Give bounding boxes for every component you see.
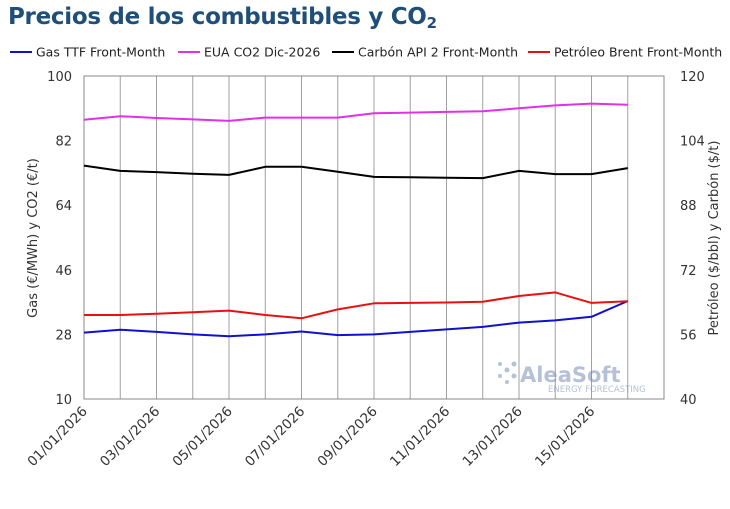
x-tick-label: 13/01/2026 xyxy=(459,404,525,470)
x-axis-ticks: 01/01/2026 03/01/2026 05/01/2026 07/01/2026… xyxy=(24,404,598,470)
series-line-3 xyxy=(84,291,628,320)
x-tick-label: 11/01/2026 xyxy=(387,404,453,470)
aleasoft-logo: AleaSoft ENERGY FORECASTING xyxy=(498,361,646,395)
series-line-2 xyxy=(83,164,628,180)
x-tick-label: 03/01/2026 xyxy=(97,404,163,470)
legend-entry: Petróleo Brent Front-Month xyxy=(554,45,722,60)
y-left-tick-label: 46 xyxy=(55,264,72,279)
y-left-tick-label: 82 xyxy=(55,135,72,150)
series-line-0 xyxy=(83,300,629,338)
plot-area-frame xyxy=(83,75,665,400)
y-axis-left-ticks: 10 28 46 64 82 100 xyxy=(47,70,72,408)
y-axis-left-label: Gas (€/MWh) y CO2 (€/t) xyxy=(26,158,41,318)
x-tick-label: 01/01/2026 xyxy=(24,404,90,470)
watermark-brand: AleaSoft xyxy=(520,363,621,387)
y-axis-right-ticks: 40 56 72 88 104 120 xyxy=(680,70,705,408)
watermark-tagline: ENERGY FORECASTING xyxy=(548,385,646,395)
x-tick-label: 09/01/2026 xyxy=(314,404,380,470)
chart-title: Precios de los combustibles y CO2 xyxy=(8,4,437,32)
grid xyxy=(119,76,629,399)
y-right-tick-label: 56 xyxy=(680,328,697,343)
legend-entry: Carbón API 2 Front-Month xyxy=(358,45,518,60)
y-left-tick-label: 10 xyxy=(55,393,72,408)
x-tick-label: 07/01/2026 xyxy=(242,404,308,470)
series-line-1 xyxy=(83,102,628,122)
legend-entry: EUA CO2 Dic-2026 xyxy=(204,45,320,60)
y-right-tick-label: 104 xyxy=(680,135,705,150)
y-right-tick-label: 88 xyxy=(680,199,697,214)
y-right-tick-label: 120 xyxy=(680,70,705,85)
x-tick-label: 15/01/2026 xyxy=(532,404,598,470)
x-tick-label: 05/01/2026 xyxy=(169,404,235,470)
y-right-tick-label: 40 xyxy=(680,393,697,408)
y-left-tick-label: 28 xyxy=(55,328,72,343)
y-right-tick-label: 72 xyxy=(680,264,697,279)
legend-entry: Gas TTF Front-Month xyxy=(36,45,165,60)
y-left-tick-label: 100 xyxy=(47,70,72,85)
y-left-tick-label: 64 xyxy=(55,199,72,214)
y-axis-right-label: Petróleo ($/bbl) y Carbón ($/t) xyxy=(707,141,722,336)
series-lines xyxy=(83,102,629,338)
legend: Gas TTF Front-Month EUA CO2 Dic-2026 Carbó… xyxy=(10,45,722,60)
